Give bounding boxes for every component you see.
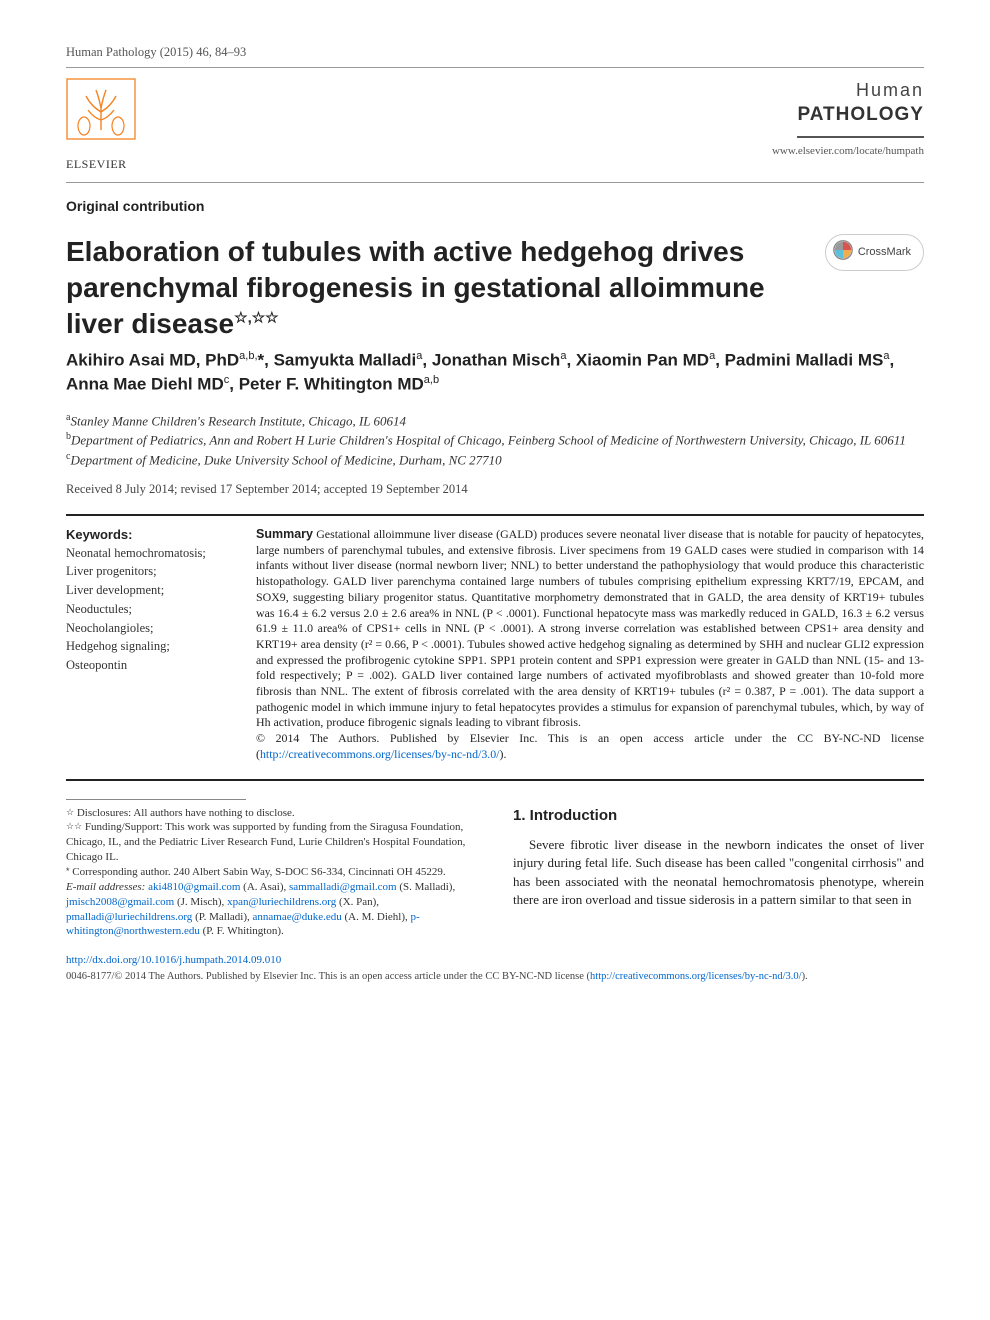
email-attribution: (J. Misch), [174, 896, 227, 908]
elsevier-tree-icon [66, 78, 136, 152]
footnote-corresponding: * Corresponding author. 240 Albert Sabin… [66, 865, 477, 880]
bottom-license-link[interactable]: http://creativecommons.org/licenses/by-n… [590, 971, 802, 982]
journal-block: Human PATHOLOGY www.elsevier.com/locate/… [772, 78, 924, 159]
affiliation-b: bDepartment of Pediatrics, Ann and Rober… [66, 430, 924, 450]
crossmark-icon [832, 239, 854, 266]
lower-two-column: ☆ Disclosures: All authors have nothing … [66, 806, 924, 940]
footnote-emails: E-mail addresses: aki4810@gmail.com (A. … [66, 880, 477, 939]
footnotes-column: ☆ Disclosures: All authors have nothing … [66, 806, 477, 940]
author-list: Akihiro Asai MD, PhDa,b,*, Samyukta Mall… [66, 349, 924, 396]
email-attribution: (X. Pan), [336, 896, 379, 908]
affiliation-a: aStanley Manne Children's Research Insti… [66, 411, 924, 431]
abstract-heading: Summary [256, 527, 313, 541]
publisher-block: ELSEVIER [66, 78, 136, 172]
masthead-row: ELSEVIER Human PATHOLOGY www.elsevier.co… [66, 67, 924, 183]
crossmark-badge[interactable]: CrossMark [825, 234, 924, 271]
emails-label: E-mail addresses: [66, 881, 145, 893]
crossmark-label: CrossMark [858, 245, 911, 260]
journal-url[interactable]: www.elsevier.com/locate/humpath [772, 144, 924, 159]
abstract-body: Gestational alloimmune liver disease (GA… [256, 527, 924, 729]
intro-column: 1. Introduction Severe fibrotic liver di… [513, 806, 924, 940]
email-link[interactable]: xpan@luriechildrens.org [227, 896, 336, 908]
email-attribution: (A. M. Diehl), [342, 911, 411, 923]
introduction-heading: 1. Introduction [513, 806, 924, 826]
email-link[interactable]: annamae@duke.edu [253, 911, 342, 923]
publisher-name: ELSEVIER [66, 156, 127, 172]
affiliation-c: cDepartment of Medicine, Duke University… [66, 450, 924, 470]
keywords-column: Keywords: Neonatal hemochromatosis; Live… [66, 526, 230, 763]
thick-rule-bottom [66, 779, 924, 781]
title-row: Elaboration of tubules with active hedge… [66, 234, 924, 341]
journal-title-line2: PATHOLOGY [797, 102, 924, 138]
bottom-copyright: 0046-8177/© 2014 The Authors. Published … [66, 970, 924, 984]
license-link[interactable]: http://creativecommons.org/licenses/by-n… [260, 747, 500, 761]
running-header: Human Pathology (2015) 46, 84–93 [66, 44, 924, 61]
abstract-copyright-close: ). [500, 747, 507, 761]
email-attribution: (P. Malladi), [192, 911, 252, 923]
journal-title-line1: Human [856, 78, 924, 102]
footnote-funding: ☆☆ Funding/Support: This work was suppor… [66, 820, 477, 865]
keywords-heading: Keywords: [66, 526, 230, 544]
doi-line: http://dx.doi.org/10.1016/j.humpath.2014… [66, 953, 924, 968]
email-link[interactable]: sammalladi@gmail.com [289, 881, 397, 893]
abstract-column: Summary Gestational alloimmune liver dis… [256, 526, 924, 763]
thick-rule-top [66, 514, 924, 516]
title-footnote-markers: ☆,☆☆ [234, 309, 279, 326]
email-attribution: (A. Asai), [240, 881, 289, 893]
email-attribution: (S. Malladi), [397, 881, 456, 893]
doi-link[interactable]: http://dx.doi.org/10.1016/j.humpath.2014… [66, 954, 281, 966]
article-dates: Received 8 July 2014; revised 17 Septemb… [66, 481, 924, 498]
email-link[interactable]: pmalladi@luriechildrens.org [66, 911, 192, 923]
footnote-disclosures: ☆ Disclosures: All authors have nothing … [66, 806, 477, 821]
article-title-text: Elaboration of tubules with active hedge… [66, 236, 765, 339]
article-type-label: Original contribution [66, 197, 924, 216]
email-link[interactable]: jmisch2008@gmail.com [66, 896, 174, 908]
email-link[interactable]: aki4810@gmail.com [148, 881, 240, 893]
affiliations: aStanley Manne Children's Research Insti… [66, 411, 924, 470]
keywords-list: Neonatal hemochromatosis; Liver progenit… [66, 544, 230, 675]
email-attribution: (P. F. Whitington). [200, 925, 284, 937]
footnotes-rule [66, 799, 246, 800]
introduction-body: Severe fibrotic liver disease in the new… [513, 836, 924, 910]
article-title: Elaboration of tubules with active hedge… [66, 234, 805, 341]
keywords-abstract-row: Keywords: Neonatal hemochromatosis; Live… [66, 526, 924, 763]
